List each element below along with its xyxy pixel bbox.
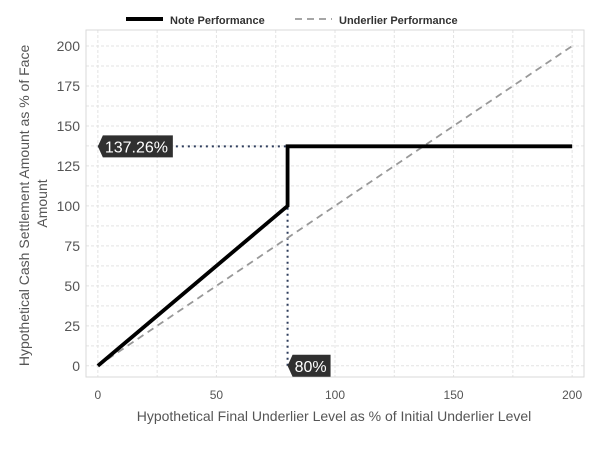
annotation-label-vertical-background <box>287 354 331 377</box>
legend: Note Performance Underlier Performance <box>126 15 458 27</box>
plot-panel-border <box>85 29 585 378</box>
x-tick-label: 0 <box>95 388 102 402</box>
x-tick-label: 100 <box>325 388 345 402</box>
y-tick-label: 100 <box>57 198 81 214</box>
legend-label-underlier: Underlier Performance <box>339 15 458 27</box>
series-lines <box>96 45 573 368</box>
y-tick-label: 175 <box>57 78 81 94</box>
x-axis-ticks: 0 50 100 150 200 <box>95 388 583 402</box>
annotation-label-horizontal: 137.26% <box>105 139 168 156</box>
y-tick-label: 50 <box>64 278 80 294</box>
y-axis-label-line-1: Hypothetical Cash Settlement Amount as %… <box>16 45 32 367</box>
y-axis-label: Hypothetical Cash Settlement Amount as %… <box>16 41 50 366</box>
y-tick-label: 75 <box>64 238 80 254</box>
y-tick-label: 25 <box>64 318 80 334</box>
y-tick-label: 150 <box>57 118 81 134</box>
legend-label-note: Note Performance <box>170 15 265 27</box>
x-tick-label: 50 <box>210 388 224 402</box>
x-tick-label: 150 <box>444 388 464 402</box>
annotation-labels: 137.26% 80% <box>97 135 331 377</box>
y-tick-label: 125 <box>57 158 81 174</box>
annotation-label-horizontal-background <box>97 135 173 158</box>
x-axis-label: Hypothetical Final Underlier Level as % … <box>137 408 532 424</box>
note-performance-line <box>96 144 573 368</box>
x-tick-label: 200 <box>562 388 582 402</box>
y-tick-label: 200 <box>57 38 81 54</box>
y-tick-label: 0 <box>72 358 80 374</box>
y-axis-ticks: 0 25 50 75 100 125 150 175 200 <box>57 38 81 374</box>
annotation-label-vertical: 80% <box>295 359 327 376</box>
y-axis-label-line-2: Amount <box>34 179 50 227</box>
